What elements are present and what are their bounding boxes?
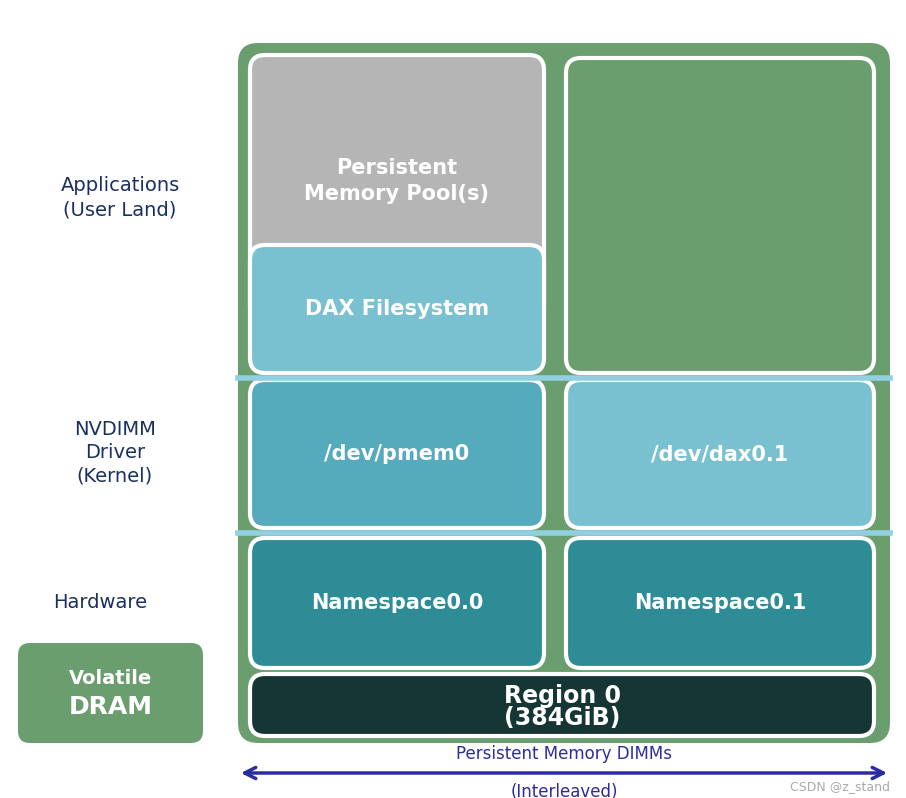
Text: Persistent Memory DIMMs: Persistent Memory DIMMs <box>456 745 672 763</box>
FancyBboxPatch shape <box>250 55 544 323</box>
Text: DRAM: DRAM <box>69 695 152 719</box>
FancyBboxPatch shape <box>566 538 874 668</box>
FancyBboxPatch shape <box>238 43 890 743</box>
Text: (384GiB): (384GiB) <box>504 706 621 730</box>
FancyBboxPatch shape <box>250 245 544 373</box>
FancyBboxPatch shape <box>18 643 203 743</box>
Text: Region 0: Region 0 <box>504 684 621 708</box>
FancyBboxPatch shape <box>250 380 544 528</box>
Text: (Interleaved): (Interleaved) <box>510 783 618 798</box>
Text: DAX Filesystem: DAX Filesystem <box>305 299 489 319</box>
Text: Namespace0.1: Namespace0.1 <box>634 593 806 613</box>
FancyBboxPatch shape <box>566 58 874 373</box>
Text: /dev/pmem0: /dev/pmem0 <box>324 444 469 464</box>
Text: Applications
(User Land): Applications (User Land) <box>61 176 179 220</box>
Text: Persistent
Memory Pool(s): Persistent Memory Pool(s) <box>304 158 489 204</box>
FancyBboxPatch shape <box>250 538 544 668</box>
FancyBboxPatch shape <box>566 380 874 528</box>
FancyBboxPatch shape <box>250 674 874 736</box>
Text: Namespace0.0: Namespace0.0 <box>311 593 483 613</box>
Text: CSDN @z_stand: CSDN @z_stand <box>790 780 890 793</box>
Text: NVDIMM
Driver
(Kernel): NVDIMM Driver (Kernel) <box>74 420 156 486</box>
Text: /dev/dax0.1: /dev/dax0.1 <box>651 444 788 464</box>
Text: Hardware: Hardware <box>53 594 147 613</box>
Text: Volatile: Volatile <box>69 670 152 689</box>
